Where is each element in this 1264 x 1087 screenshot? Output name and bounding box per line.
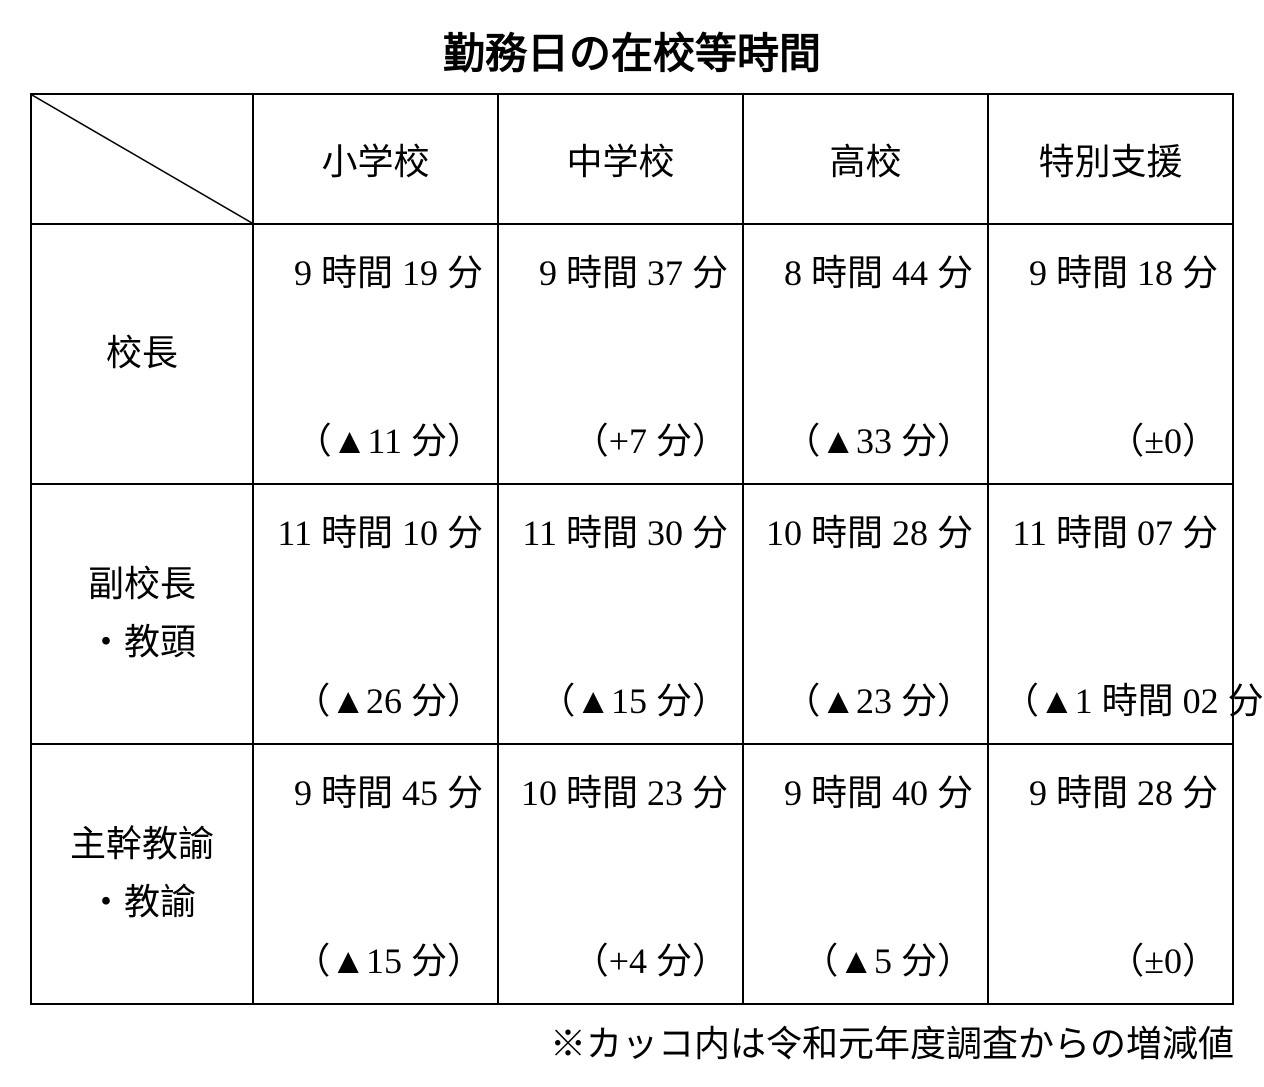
cell-teacher-junior-high: 10 時間 23 分 （+4 分） [498, 744, 743, 1004]
cell-delta: （▲15 分） [513, 672, 728, 724]
cell-vice-principal-elementary: 11 時間 10 分 （▲26 分） [253, 484, 498, 744]
cell-delta: （▲26 分） [268, 672, 483, 724]
cell-delta: （▲1 時間 02 分） [1003, 672, 1218, 724]
cell-value: 11 時間 07 分 [1003, 504, 1218, 556]
row-header-principal: 校長 [31, 224, 253, 484]
table-row: 主幹教諭・教諭 9 時間 45 分 （▲15 分） 10 時間 23 分 （+4… [31, 744, 1233, 1004]
cell-value: 9 時間 40 分 [758, 764, 973, 816]
cell-delta: （▲15 分） [268, 932, 483, 984]
cell-value: 9 時間 28 分 [1003, 764, 1218, 816]
cell-value: 9 時間 18 分 [1003, 244, 1218, 296]
cell-value: 11 時間 10 分 [268, 504, 483, 556]
cell-value: 11 時間 30 分 [513, 504, 728, 556]
cell-principal-high-school: 8 時間 44 分 （▲33 分） [743, 224, 988, 484]
page-title: 勤務日の在校等時間 [30, 20, 1234, 81]
cell-value: 9 時間 45 分 [268, 764, 483, 816]
col-header-junior-high: 中学校 [498, 94, 743, 224]
cell-principal-junior-high: 9 時間 37 分 （+7 分） [498, 224, 743, 484]
cell-delta: （+4 分） [513, 932, 728, 984]
col-header-elementary: 小学校 [253, 94, 498, 224]
cell-vice-principal-high-school: 10 時間 28 分 （▲23 分） [743, 484, 988, 744]
table-row: 副校長・教頭 11 時間 10 分 （▲26 分） 11 時間 30 分 （▲1… [31, 484, 1233, 744]
cell-value: 10 時間 23 分 [513, 764, 728, 816]
cell-principal-special-support: 9 時間 18 分 （±0） [988, 224, 1233, 484]
cell-teacher-high-school: 9 時間 40 分 （▲5 分） [743, 744, 988, 1004]
table-header-row: 小学校 中学校 高校 特別支援 [31, 94, 1233, 224]
cell-value: 10 時間 28 分 [758, 504, 973, 556]
work-hours-table: 小学校 中学校 高校 特別支援 校長 9 時間 19 分 （▲11 分） 9 時… [30, 93, 1234, 1005]
footnote: ※カッコ内は令和元年度調査からの増減値 [30, 1015, 1234, 1067]
cell-value: 8 時間 44 分 [758, 244, 973, 296]
cell-teacher-elementary: 9 時間 45 分 （▲15 分） [253, 744, 498, 1004]
diagonal-line-icon [32, 95, 252, 223]
table-row: 校長 9 時間 19 分 （▲11 分） 9 時間 37 分 （+7 分） 8 … [31, 224, 1233, 484]
cell-delta: （▲33 分） [758, 412, 973, 464]
row-header-vice-principal: 副校長・教頭 [31, 484, 253, 744]
cell-value: 9 時間 37 分 [513, 244, 728, 296]
cell-teacher-special-support: 9 時間 28 分 （±0） [988, 744, 1233, 1004]
col-header-high-school: 高校 [743, 94, 988, 224]
cell-vice-principal-special-support: 11 時間 07 分 （▲1 時間 02 分） [988, 484, 1233, 744]
cell-delta: （±0） [1003, 412, 1218, 464]
cell-vice-principal-junior-high: 11 時間 30 分 （▲15 分） [498, 484, 743, 744]
cell-value: 9 時間 19 分 [268, 244, 483, 296]
cell-principal-elementary: 9 時間 19 分 （▲11 分） [253, 224, 498, 484]
cell-delta: （▲5 分） [758, 932, 973, 984]
cell-delta: （▲23 分） [758, 672, 973, 724]
col-header-special-support: 特別支援 [988, 94, 1233, 224]
cell-delta: （±0） [1003, 932, 1218, 984]
cell-delta: （▲11 分） [268, 412, 483, 464]
cell-delta: （+7 分） [513, 412, 728, 464]
corner-diagonal-cell [31, 94, 253, 224]
row-header-teacher: 主幹教諭・教諭 [31, 744, 253, 1004]
